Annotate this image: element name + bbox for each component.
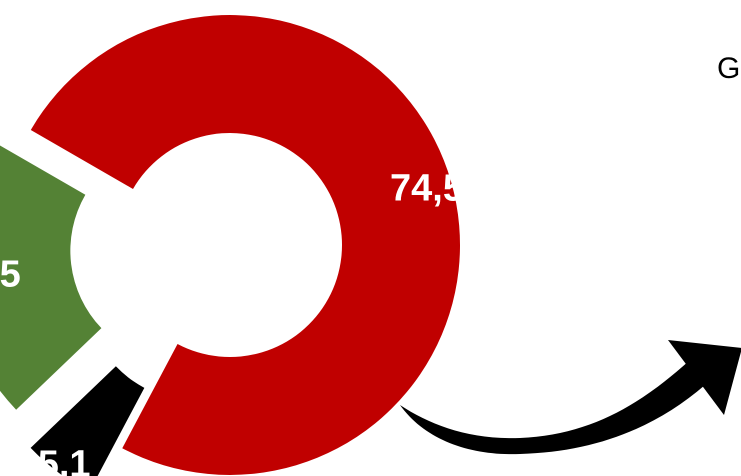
labels-layer: 74,5 5,1 20,5 <box>0 167 464 476</box>
data-label-1: 74,5 <box>390 167 464 209</box>
data-label-3: 20,5 <box>0 254 21 296</box>
annotation-arrow <box>400 340 741 455</box>
cut-off-title-text: G <box>717 52 740 85</box>
slices-layer <box>0 15 460 476</box>
data-label-2: 5,1 <box>38 443 91 476</box>
arrow-head <box>668 340 741 415</box>
donut-slice-1 <box>30 15 460 476</box>
arrow-shaft <box>400 360 705 455</box>
donut-slice-2 <box>30 366 145 476</box>
donut-slice-3 <box>0 145 102 410</box>
